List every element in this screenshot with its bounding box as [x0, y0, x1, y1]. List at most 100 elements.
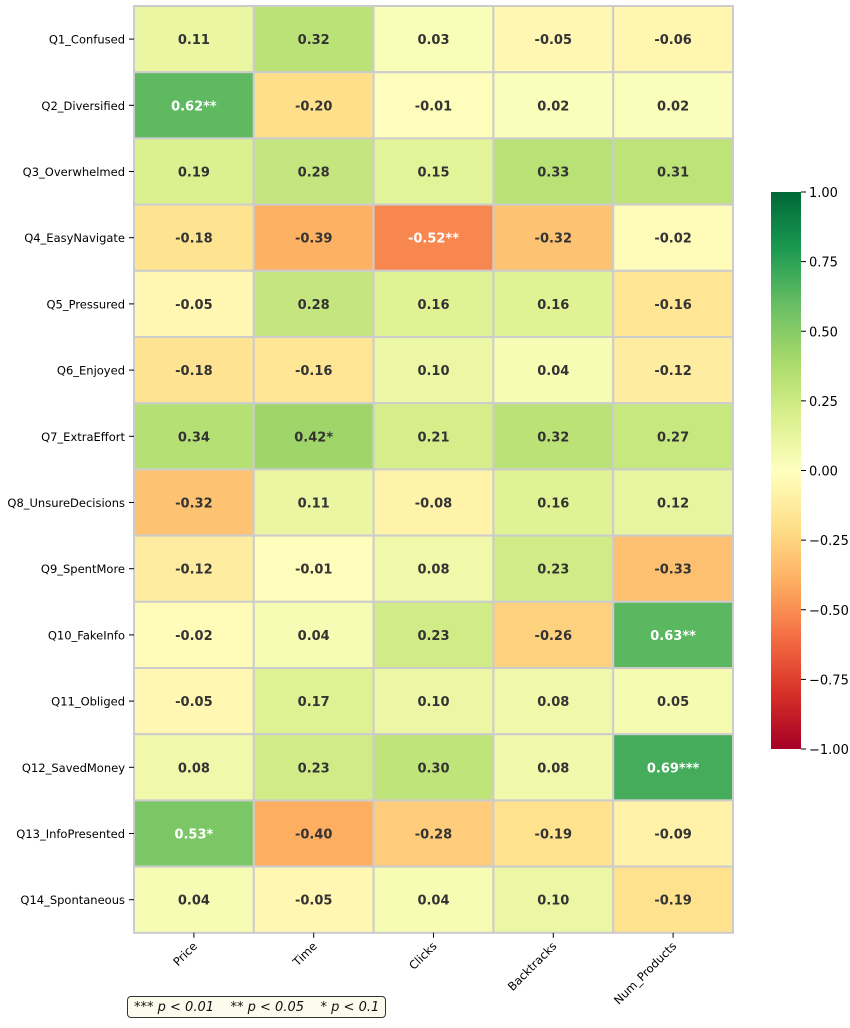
cell-value-label: 0.04: [178, 894, 210, 909]
cell-value-label: 0.34: [178, 430, 210, 445]
cell-value-label: -0.16: [654, 298, 691, 313]
cell-value-label: 0.08: [537, 761, 569, 776]
cell-value-label: 0.04: [417, 894, 449, 909]
cell-value-label: -0.20: [295, 99, 332, 114]
heatmap-cell: [492, 865, 615, 934]
cell-value-label: 0.27: [657, 430, 689, 445]
cell-value-label: -0.12: [654, 364, 691, 379]
column-label: Price: [170, 939, 200, 969]
heatmap-cell: [252, 5, 375, 74]
cell-value-label: 0.08: [178, 761, 210, 776]
cell-value-label: 0.08: [417, 563, 449, 578]
cell-value-label: 0.10: [417, 364, 449, 379]
heatmap-cell: [133, 5, 255, 74]
cell-value-label: 0.17: [298, 695, 330, 710]
cell-value-label: -0.33: [654, 563, 691, 578]
cell-value-label: -0.18: [175, 364, 212, 379]
cell-value-label: -0.32: [535, 232, 572, 247]
cell-value-label: -0.18: [175, 232, 212, 247]
cell-value-label: 0.28: [298, 166, 330, 181]
cell-value-label: -0.32: [175, 497, 212, 512]
row-label: Q7_ExtraEffort: [41, 430, 125, 444]
row-label: Q4_EasyNavigate: [24, 231, 125, 245]
heatmap-cell: [492, 137, 615, 206]
cell-value-label: 0.42*: [294, 430, 333, 445]
colorbar-tick-label: 0.25: [809, 395, 838, 410]
heatmap-cell: [372, 203, 495, 272]
cell-value-label: -0.16: [295, 364, 332, 379]
cell-value-label: -0.40: [295, 828, 332, 843]
heatmap-cell: [133, 600, 255, 669]
cell-value-label: 0.69***: [647, 761, 700, 776]
cell-value-label: 0.62**: [171, 99, 217, 114]
significance-note: *** p < 0.01 ** p < 0.05 * p < 0.1: [127, 996, 387, 1018]
cell-value-label: -0.02: [175, 629, 212, 644]
heatmap-cell: [492, 799, 615, 868]
cell-value-label: 0.05: [657, 695, 689, 710]
cell-value-label: -0.12: [175, 563, 212, 578]
cell-value-label: 0.53*: [174, 828, 213, 843]
column-label: Num_Products: [611, 939, 679, 1007]
heatmap-cell: [492, 600, 615, 669]
heatmap-cell: [133, 667, 255, 736]
heatmap-cell: [252, 600, 375, 669]
row-label: Q5_Pressured: [46, 297, 125, 311]
cell-value-label: -0.06: [654, 33, 691, 48]
heatmap-cell: [133, 799, 255, 868]
cell-value-label: -0.09: [654, 828, 691, 843]
heatmap-cell: [492, 336, 615, 405]
cell-value-label: -0.05: [535, 33, 572, 48]
cell-value-label: 0.11: [298, 497, 330, 512]
cell-value-label: -0.39: [295, 232, 332, 247]
heatmap-cell: [612, 600, 735, 669]
cell-value-label: -0.19: [535, 828, 572, 843]
heatmap-cell: [252, 137, 375, 206]
heatmap-cell: [612, 203, 735, 272]
colorbar-tick-label: 0.00: [809, 465, 838, 480]
heatmap-cell: [133, 468, 255, 537]
colorbar-tick-label: −0.50: [809, 604, 849, 619]
row-label: Q14_Spontaneous: [20, 893, 125, 907]
cell-value-label: -0.01: [295, 563, 332, 578]
cell-value-label: 0.23: [298, 761, 330, 776]
row-label: Q12_SavedMoney: [22, 761, 125, 775]
cell-value-label: 0.16: [537, 298, 569, 313]
heatmap-cell: [252, 269, 375, 338]
column-label: Clicks: [406, 939, 440, 973]
cell-value-label: -0.52**: [408, 232, 459, 247]
cell-value-label: 0.10: [537, 894, 569, 909]
heatmap-cell: [372, 71, 495, 140]
heatmap-cell: [492, 733, 615, 802]
cell-value-label: -0.26: [535, 629, 572, 644]
column-label: Backtracks: [505, 939, 560, 994]
heatmap-cell: [492, 468, 615, 537]
colorbar-tick-label: −0.25: [809, 534, 849, 549]
heatmap-cell: [612, 865, 735, 934]
heatmap-cell: [372, 667, 495, 736]
row-label: Q13_InfoPresented: [16, 827, 125, 841]
heatmap-cell: [372, 600, 495, 669]
heatmap-cell: [372, 865, 495, 934]
row-label: Q2_Diversified: [41, 99, 125, 113]
cell-value-label: 0.23: [417, 629, 449, 644]
cell-value-label: 0.28: [298, 298, 330, 313]
cell-value-label: 0.32: [537, 430, 569, 445]
column-label: Time: [289, 939, 320, 970]
colorbar-tick-label: 0.50: [809, 325, 838, 340]
cell-value-label: -0.05: [295, 894, 332, 909]
row-label: Q10_FakeInfo: [48, 628, 125, 642]
cell-value-label: -0.28: [415, 828, 452, 843]
cell-value-label: -0.19: [654, 894, 691, 909]
row-label: Q11_Obliged: [51, 695, 125, 709]
heatmap-cell: [252, 468, 375, 537]
cell-value-label: 0.04: [298, 629, 330, 644]
row-label: Q3_Overwhelmed: [23, 165, 125, 179]
heatmap-cell: [133, 733, 255, 802]
heatmap-cell: [612, 799, 735, 868]
heatmap-cell: [612, 667, 735, 736]
heatmap-cell: [252, 865, 375, 934]
heatmap-cell: [612, 468, 735, 537]
colorbar-tick-label: 0.75: [809, 256, 838, 271]
